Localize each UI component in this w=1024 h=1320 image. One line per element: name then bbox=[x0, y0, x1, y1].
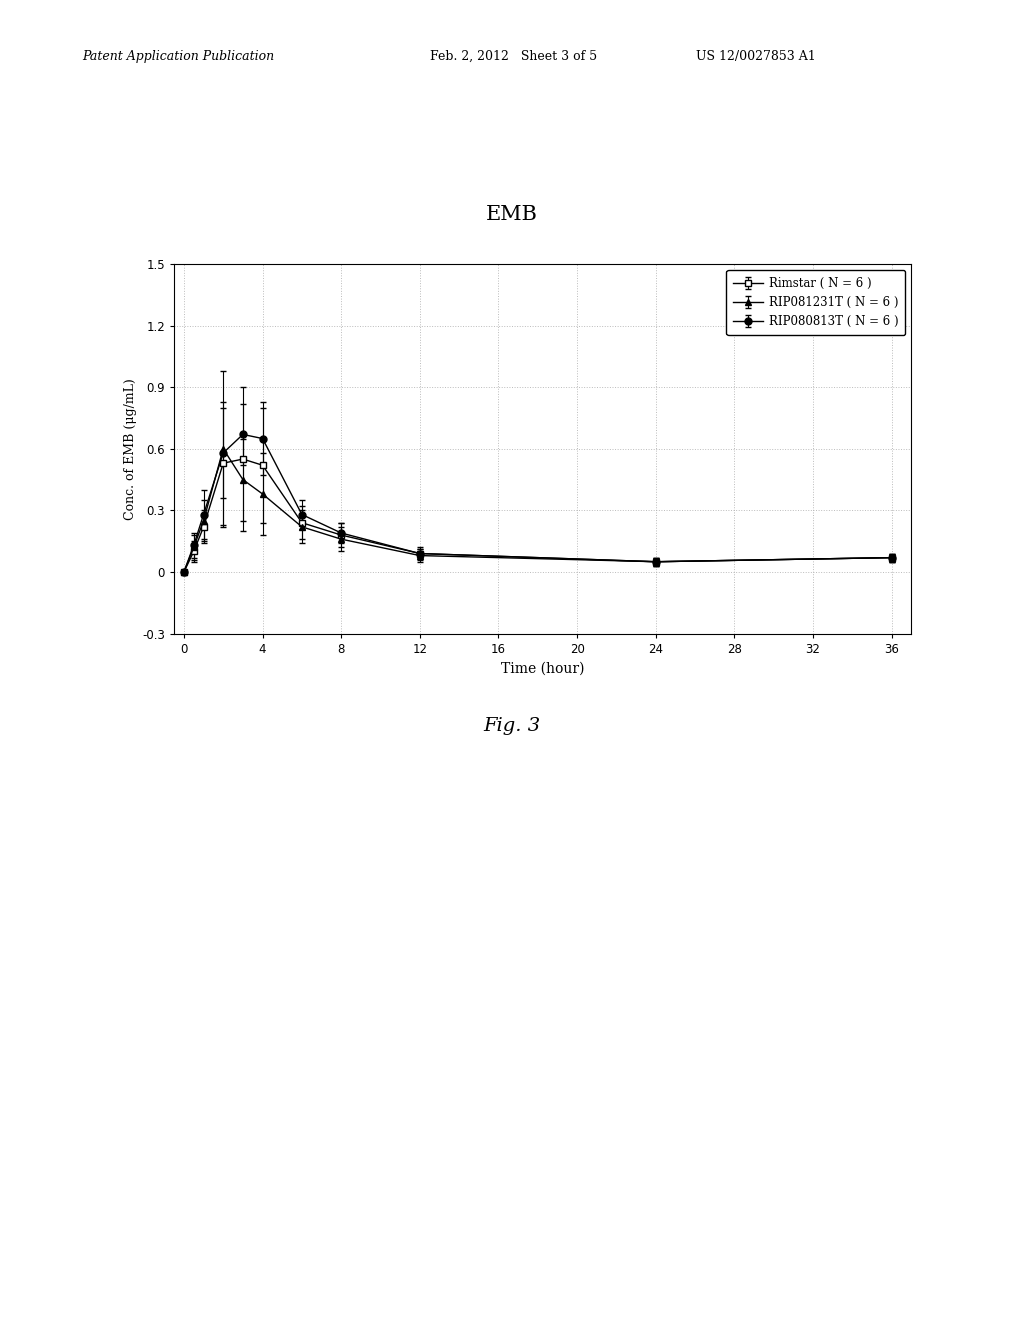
Text: US 12/0027853 A1: US 12/0027853 A1 bbox=[696, 50, 816, 63]
Text: Feb. 2, 2012   Sheet 3 of 5: Feb. 2, 2012 Sheet 3 of 5 bbox=[430, 50, 597, 63]
Text: Patent Application Publication: Patent Application Publication bbox=[82, 50, 274, 63]
Text: EMB: EMB bbox=[486, 206, 538, 224]
Legend: Rimstar ( N = 6 ), RIP081231T ( N = 6 ), RIP080813T ( N = 6 ): Rimstar ( N = 6 ), RIP081231T ( N = 6 ),… bbox=[726, 269, 905, 335]
X-axis label: Time (hour): Time (hour) bbox=[501, 661, 585, 676]
Y-axis label: Conc. of EMB (μg/mL): Conc. of EMB (μg/mL) bbox=[124, 378, 136, 520]
Text: Fig. 3: Fig. 3 bbox=[483, 717, 541, 735]
